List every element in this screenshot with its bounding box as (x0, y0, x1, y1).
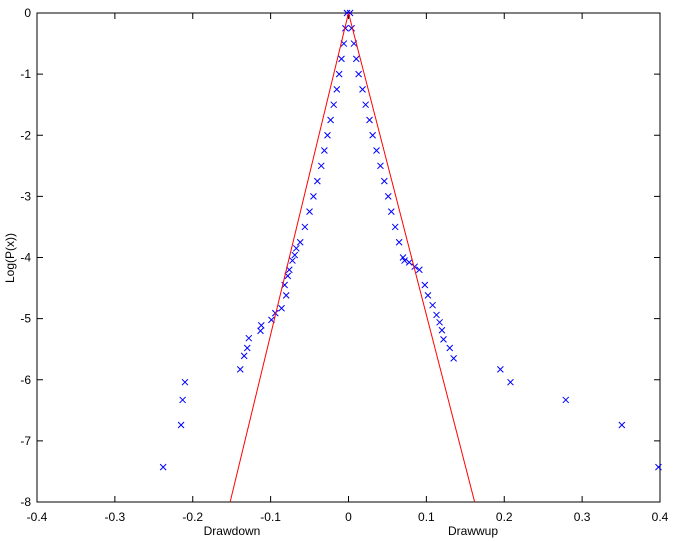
point (338, 55, 345, 63)
point (424, 292, 432, 299)
point (321, 147, 328, 154)
x-tick-label: 0.3 (574, 510, 591, 524)
x-tick-label: 0 (345, 510, 352, 524)
x-tick-label: 0.4 (652, 510, 669, 524)
point (310, 193, 317, 200)
point (342, 24, 349, 32)
point (366, 116, 373, 124)
x-axis-label: Drawwup (448, 524, 498, 538)
point (181, 378, 189, 386)
point (377, 162, 384, 170)
x-tick-label: -0.2 (182, 510, 203, 524)
y-tick-label: 0 (24, 6, 31, 20)
point (296, 238, 304, 246)
point (655, 463, 662, 471)
point (257, 327, 264, 335)
point (373, 147, 380, 154)
point (421, 281, 429, 289)
x-tick-label: 0.2 (496, 510, 513, 524)
point (355, 70, 362, 78)
fit-line (348, 12, 476, 503)
point (387, 208, 395, 216)
y-tick-label: -4 (20, 251, 31, 265)
y-tick-label: -7 (20, 434, 31, 448)
point (306, 208, 313, 216)
x-tick-label: -0.1 (260, 510, 281, 524)
point (335, 70, 343, 78)
point (384, 193, 392, 200)
point (440, 336, 447, 343)
x-tick-label: -0.3 (105, 510, 126, 524)
point (446, 344, 454, 352)
point (380, 177, 388, 185)
point (352, 55, 360, 63)
point (348, 24, 355, 32)
point (497, 366, 504, 373)
point (282, 292, 290, 299)
point (159, 463, 167, 471)
y-tick-label: -8 (20, 495, 31, 509)
point (391, 223, 399, 231)
point (429, 301, 436, 309)
point (507, 378, 514, 386)
x-axis-label: Drawdown (204, 524, 261, 538)
point (243, 344, 251, 352)
y-axis-label: Log(P(x)) (3, 233, 17, 283)
point (330, 101, 338, 109)
point (324, 131, 331, 139)
point (301, 223, 309, 231)
point (433, 311, 440, 319)
point (411, 263, 419, 271)
point (327, 116, 334, 124)
y-tick-label: -3 (20, 189, 31, 203)
point (271, 309, 279, 317)
point (436, 318, 443, 326)
plot-box (36, 12, 661, 503)
y-tick-label: -6 (20, 373, 31, 387)
point (317, 162, 325, 170)
y-tick-label: -1 (20, 67, 31, 81)
point (362, 101, 369, 109)
x-tick-label: -0.4 (27, 510, 48, 524)
point (359, 86, 366, 93)
point (179, 396, 186, 404)
point (618, 421, 626, 429)
point (236, 366, 244, 373)
y-tick-label: -2 (20, 128, 31, 142)
point (416, 266, 423, 274)
point (562, 396, 570, 404)
point (278, 304, 285, 312)
point (333, 86, 341, 93)
point (257, 321, 265, 329)
point (438, 326, 446, 334)
point (292, 244, 300, 252)
fit-line (229, 12, 349, 503)
point (177, 421, 185, 429)
point (240, 352, 248, 360)
point (289, 257, 296, 264)
point (395, 238, 403, 246)
y-tick-label: -5 (20, 312, 31, 326)
point (291, 251, 299, 259)
point (401, 257, 408, 264)
point (313, 177, 321, 185)
point (405, 259, 413, 266)
point (450, 355, 457, 362)
point (245, 334, 253, 342)
x-tick-label: 0.1 (418, 510, 435, 524)
point (369, 131, 376, 139)
